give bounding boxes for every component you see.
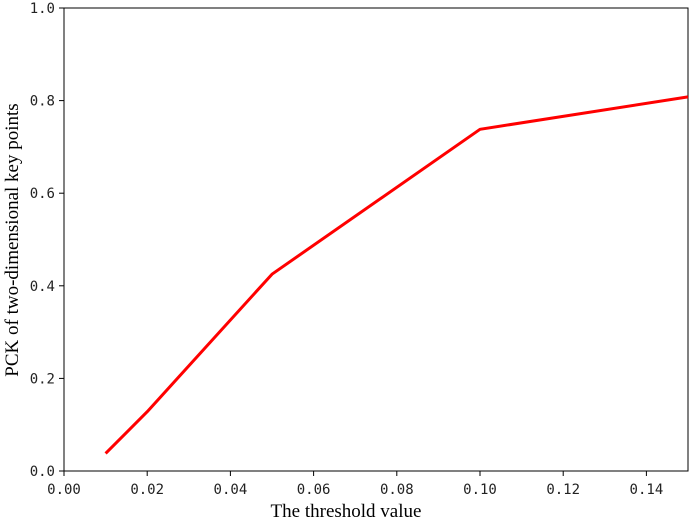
x-tick-label: 0.04 (214, 482, 248, 498)
y-tick-label: 0.4 (30, 279, 55, 295)
x-tick-label: 0.02 (130, 482, 164, 498)
y-tick-label: 0.0 (30, 464, 55, 480)
x-axis-label: The threshold value (271, 501, 422, 522)
x-tick-label: 0.00 (47, 482, 81, 498)
x-tick-label: 0.14 (630, 482, 664, 498)
y-axis-label: PCK of two-dimensional key points (2, 103, 23, 376)
x-tick-label: 0.08 (380, 482, 414, 498)
y-tick-label: 1.0 (30, 1, 55, 17)
y-axis-ticks: 0.0 0.2 0.4 0.6 0.8 1.0 (30, 1, 64, 480)
plot-frame (63, 7, 689, 472)
x-axis-ticks: 0.00 0.02 0.04 0.06 0.08 0.10 0.12 0.14 (47, 471, 663, 498)
y-tick-label: 0.8 (30, 94, 55, 110)
plot-border (63, 7, 689, 472)
series-layer (104, 95, 689, 455)
x-tick-label: 0.10 (463, 482, 497, 498)
x-tick-label: 0.06 (297, 482, 331, 498)
y-tick-label: 0.6 (30, 186, 55, 202)
series-line (104, 95, 689, 455)
y-tick-label: 0.2 (30, 371, 55, 387)
x-tick-label: 0.12 (546, 482, 580, 498)
